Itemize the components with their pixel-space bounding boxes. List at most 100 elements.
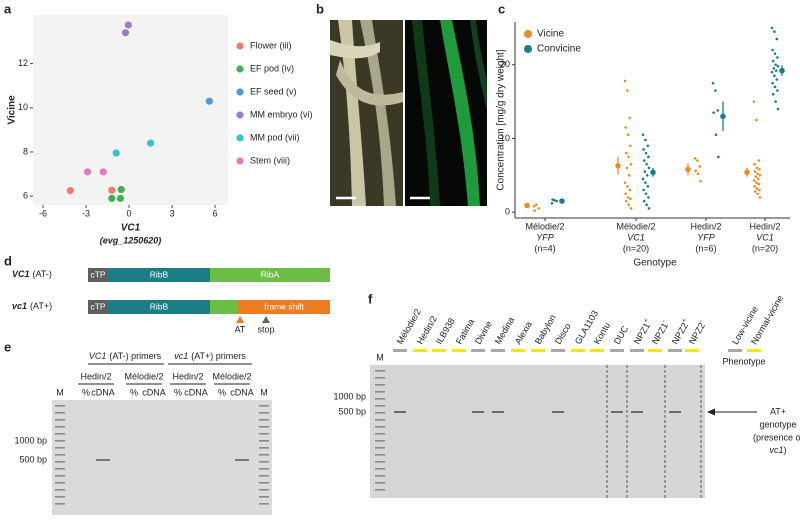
annotation: AT+ — [770, 406, 786, 416]
ladder-band — [259, 440, 269, 442]
data-point — [625, 166, 629, 170]
data-point — [124, 21, 132, 29]
data-point — [643, 170, 647, 173]
data-point — [753, 170, 757, 173]
mean-point — [744, 169, 750, 176]
phenotype-bar — [432, 349, 446, 352]
lane-name: DUC — [612, 324, 631, 346]
legend-label: EF seed (v) — [250, 86, 297, 96]
ladder-band — [375, 475, 385, 477]
legend-swatch — [524, 45, 532, 53]
panel-label: f — [368, 291, 373, 306]
data-point — [537, 207, 541, 210]
gel-band — [394, 411, 406, 413]
primer-group-label: VC1 (AT-) primers — [89, 351, 162, 361]
arrow-head — [707, 408, 715, 416]
y-tick-label: 10 — [500, 133, 510, 143]
legend-swatch — [236, 134, 244, 142]
lane-label: Kontu — [592, 321, 612, 346]
ladder-band — [375, 412, 385, 414]
ladder-band — [375, 377, 385, 379]
data-point — [753, 190, 757, 193]
data-point — [628, 188, 632, 192]
ladder-band — [375, 370, 385, 372]
y-tick-label: 20 — [500, 59, 510, 69]
data-point — [629, 144, 632, 148]
ladder-band — [375, 440, 385, 442]
phenotype-bar — [685, 349, 699, 352]
mean-point — [650, 169, 656, 176]
construct-label: VC1 (AT-) — [12, 269, 52, 279]
ladder-band — [259, 412, 269, 414]
legend-title: Phenotype — [722, 356, 765, 366]
data-point — [623, 181, 627, 184]
ladder-band — [259, 468, 269, 470]
gel — [52, 400, 272, 515]
data-point — [714, 133, 718, 137]
ladder-band — [259, 489, 269, 491]
legend-label: Convicine — [537, 44, 581, 55]
data-point — [647, 155, 650, 159]
ladder-band — [55, 461, 65, 463]
ladder-band — [259, 482, 269, 484]
annotation: vc1) — [769, 445, 786, 455]
data-point — [770, 70, 774, 74]
construct-segment — [108, 300, 210, 314]
data-point — [752, 100, 756, 103]
mean-point — [559, 198, 565, 204]
data-point — [642, 159, 646, 162]
gel-band — [235, 459, 249, 461]
marker-label: M — [376, 352, 384, 362]
y-axis-label: Vicine — [7, 95, 18, 125]
x-axis-label: Genotype — [633, 258, 677, 269]
ladder-band — [259, 496, 269, 498]
ladder-band — [259, 447, 269, 449]
data-point — [626, 133, 630, 137]
x-tick-label: (n=20) — [623, 243, 649, 253]
data-point — [775, 37, 779, 41]
data-point — [626, 89, 629, 92]
construct-segment — [210, 268, 330, 282]
data-point — [758, 188, 761, 192]
x-tick-label: Mélodie/2 — [616, 221, 655, 231]
x-tick-label: (n=20) — [752, 243, 778, 253]
ladder-band — [55, 503, 65, 505]
ladder-band — [375, 461, 385, 463]
phenotype-bar — [630, 349, 644, 352]
data-point — [628, 116, 632, 120]
data-point — [112, 149, 120, 157]
data-point — [641, 133, 645, 137]
panel-label: c — [498, 1, 505, 16]
lane-label: NPZ2- — [686, 319, 708, 346]
data-point — [755, 187, 759, 190]
legend-label: Vicine — [537, 29, 564, 40]
phenotype-bar — [551, 349, 565, 352]
panel-label: d — [4, 253, 12, 268]
data-point — [693, 157, 697, 160]
legend-label: Normal-vicine — [749, 294, 785, 347]
data-point — [756, 177, 760, 181]
data-point — [753, 162, 756, 166]
gel-band — [96, 459, 110, 461]
ladder-band — [55, 447, 65, 449]
ladder-band — [375, 468, 385, 470]
phenotype-bar — [648, 349, 662, 352]
segment-label: RibB — [150, 301, 169, 311]
construct-segment — [210, 300, 238, 314]
data-point — [629, 197, 632, 201]
gene-name: vc1 — [12, 301, 27, 311]
data-point — [716, 109, 720, 112]
data-point — [757, 182, 761, 186]
segment-label: RibA — [261, 269, 280, 279]
data-point — [758, 173, 762, 177]
x-tick-label: Mélodie/2 — [525, 221, 564, 231]
annotation-close: ) — [784, 445, 787, 455]
phenotype-bar — [452, 349, 466, 352]
legend-label: Flower (iii) — [250, 40, 292, 50]
data-point — [758, 168, 761, 171]
data-point — [627, 203, 630, 207]
data-point — [711, 81, 715, 85]
size-label: 1000 bp — [14, 435, 47, 445]
gene-name: vc1 — [769, 445, 783, 455]
